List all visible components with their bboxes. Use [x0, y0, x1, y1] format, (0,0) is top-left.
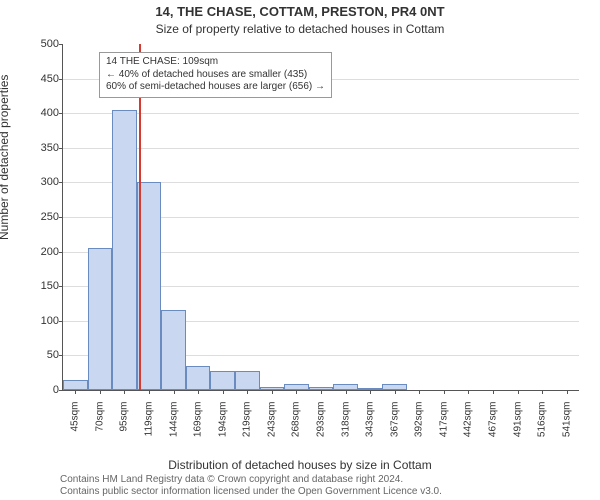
- x-tick-label: 541sqm: [561, 402, 572, 438]
- x-tick-label: 144sqm: [168, 402, 179, 438]
- x-tick-label: 293sqm: [316, 402, 327, 438]
- x-tick: [296, 390, 297, 394]
- y-tick: [59, 113, 63, 114]
- x-tick-label: 318sqm: [340, 402, 351, 438]
- y-tick: [59, 321, 63, 322]
- x-tick: [75, 390, 76, 394]
- chart-title: 14, THE CHASE, COTTAM, PRESTON, PR4 0NT: [0, 4, 600, 19]
- y-tick: [59, 252, 63, 253]
- y-tick-label: 150: [41, 280, 59, 292]
- x-tick-label: 392sqm: [414, 402, 425, 438]
- chart-subtitle: Size of property relative to detached ho…: [0, 22, 600, 36]
- x-tick: [124, 390, 125, 394]
- x-tick-label: 268sqm: [291, 402, 302, 438]
- y-tick-label: 100: [41, 315, 59, 327]
- x-tick: [100, 390, 101, 394]
- y-tick-label: 500: [41, 38, 59, 50]
- attribution-text: Contains HM Land Registry data © Crown c…: [60, 474, 580, 498]
- y-tick-label: 400: [41, 107, 59, 119]
- y-tick-label: 200: [41, 246, 59, 258]
- bar-chart-plot: 05010015020025030035040045050045sqm70sqm…: [62, 44, 579, 391]
- x-tick: [567, 390, 568, 394]
- histogram-bar: [210, 371, 235, 390]
- x-tick-label: 516sqm: [537, 402, 548, 438]
- x-tick: [419, 390, 420, 394]
- x-tick: [518, 390, 519, 394]
- y-tick: [59, 390, 63, 391]
- histogram-bar: [161, 310, 186, 390]
- y-tick: [59, 355, 63, 356]
- y-axis-label: Number of detached properties: [0, 75, 11, 240]
- x-tick: [468, 390, 469, 394]
- annotation-line: 60% of semi-detached houses are larger (…: [106, 81, 325, 94]
- x-tick: [444, 390, 445, 394]
- y-tick: [59, 44, 63, 45]
- y-tick: [59, 217, 63, 218]
- y-tick-label: 0: [53, 384, 59, 396]
- y-tick: [59, 148, 63, 149]
- x-tick: [542, 390, 543, 394]
- attribution-line: Contains public sector information licen…: [60, 486, 580, 498]
- histogram-bar: [112, 110, 137, 390]
- x-tick: [223, 390, 224, 394]
- annotation-line: 14 THE CHASE: 109sqm: [106, 56, 325, 69]
- x-tick-label: 367sqm: [389, 402, 400, 438]
- attribution-line: Contains HM Land Registry data © Crown c…: [60, 474, 580, 486]
- x-tick-label: 119sqm: [144, 402, 155, 437]
- x-tick-label: 45sqm: [70, 402, 81, 432]
- x-tick-label: 343sqm: [365, 402, 376, 438]
- x-tick: [247, 390, 248, 394]
- x-tick: [346, 390, 347, 394]
- x-tick: [395, 390, 396, 394]
- x-tick: [370, 390, 371, 394]
- x-tick: [321, 390, 322, 394]
- annotation-line: ← 40% of detached houses are smaller (43…: [106, 69, 325, 82]
- histogram-bar: [186, 366, 211, 390]
- x-tick-label: 95sqm: [119, 402, 130, 432]
- x-tick-label: 219sqm: [242, 402, 253, 438]
- histogram-bar: [63, 380, 88, 390]
- y-tick-label: 450: [41, 73, 59, 85]
- y-tick: [59, 182, 63, 183]
- x-tick-label: 243sqm: [266, 402, 277, 438]
- x-tick-label: 442sqm: [463, 402, 474, 438]
- x-axis-label: Distribution of detached houses by size …: [0, 458, 600, 472]
- x-tick-label: 169sqm: [193, 402, 204, 438]
- x-tick-label: 417sqm: [438, 402, 449, 438]
- x-tick-label: 467sqm: [488, 402, 499, 438]
- y-tick-label: 300: [41, 176, 59, 188]
- x-tick-label: 194sqm: [217, 402, 228, 438]
- x-tick: [272, 390, 273, 394]
- x-tick: [493, 390, 494, 394]
- y-tick: [59, 79, 63, 80]
- y-tick-label: 50: [47, 349, 59, 361]
- histogram-bar: [235, 371, 260, 390]
- x-tick-label: 491sqm: [512, 402, 523, 438]
- y-tick: [59, 286, 63, 287]
- annotation-box: 14 THE CHASE: 109sqm← 40% of detached ho…: [99, 52, 332, 98]
- y-tick-label: 250: [41, 211, 59, 223]
- histogram-bar: [88, 248, 113, 390]
- x-tick: [198, 390, 199, 394]
- x-tick-label: 70sqm: [94, 402, 105, 432]
- y-tick-label: 350: [41, 142, 59, 154]
- x-tick: [174, 390, 175, 394]
- x-tick: [149, 390, 150, 394]
